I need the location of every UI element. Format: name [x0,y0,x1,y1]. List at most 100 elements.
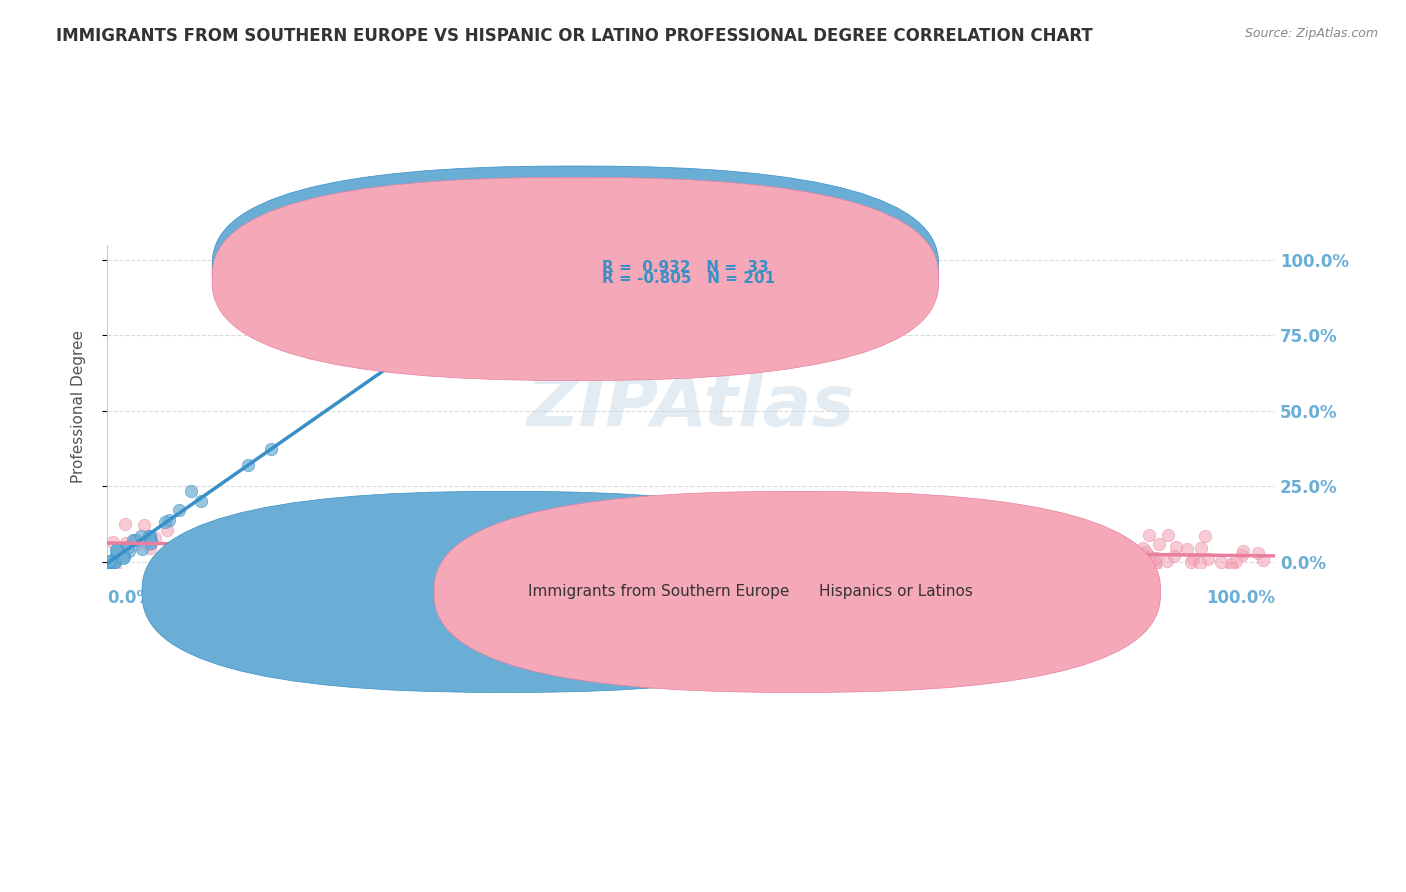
Point [1132,547,1154,561]
Point [546,540,568,554]
Point [112,548,135,562]
Point [138,529,160,543]
Text: R = -0.805   N = 201: R = -0.805 N = 201 [602,271,775,286]
Point [804,541,827,555]
Point [205,538,228,552]
Point [284,541,307,556]
Text: IMMIGRANTS FROM SOUTHERN EUROPE VS HISPANIC OR LATINO PROFESSIONAL DEGREE CORREL: IMMIGRANTS FROM SOUTHERN EUROPE VS HISPA… [56,27,1092,45]
Point [1197,552,1219,566]
Point [103,555,125,569]
Point [1035,558,1057,572]
Point [256,531,278,545]
Point [124,533,146,547]
Point [129,528,152,542]
Point [555,527,578,541]
Point [98,554,121,568]
Point [849,540,872,554]
Point [908,541,931,555]
Point [1040,550,1063,565]
Point [668,537,690,551]
Point [299,541,322,555]
Point [671,542,693,557]
Point [101,534,124,549]
Point [997,552,1019,566]
Point [112,550,135,565]
Point [139,536,162,550]
Point [1024,540,1046,554]
Point [260,442,283,457]
Point [1156,554,1178,568]
Point [683,537,706,551]
Point [1139,528,1161,542]
Point [596,549,619,564]
Point [302,530,325,544]
Point [841,561,863,575]
Point [235,542,257,557]
Point [463,558,485,573]
Point [314,531,336,545]
Point [374,545,396,559]
Point [114,517,136,532]
Point [814,533,837,548]
Point [695,532,717,546]
Point [97,555,120,569]
Point [1211,555,1233,569]
Text: Source: ZipAtlas.com: Source: ZipAtlas.com [1244,27,1378,40]
Point [1135,544,1157,558]
Point [1253,553,1275,567]
Point [948,524,970,539]
Point [595,535,617,549]
Point [1181,552,1204,566]
Point [845,535,868,549]
Point [138,531,160,545]
Point [1180,555,1202,569]
Point [1039,560,1062,574]
Point [786,538,808,552]
Point [494,529,516,543]
Point [131,541,153,556]
Point [105,548,128,562]
Point [439,540,461,554]
Point [1147,537,1170,551]
Point [575,549,598,563]
Point [225,544,247,558]
Point [117,541,139,555]
Point [1121,549,1143,563]
Point [381,547,404,561]
Point [706,549,728,564]
Point [104,561,127,575]
Point [721,541,744,555]
Point [986,550,1008,565]
Point [205,537,228,551]
Point [834,550,856,565]
Point [209,521,232,535]
Point [284,546,307,560]
Point [104,555,127,569]
Point [423,540,446,554]
Point [960,534,983,549]
Point [747,549,769,563]
FancyBboxPatch shape [212,178,939,381]
Point [429,540,451,554]
Point [1189,556,1212,570]
Point [915,559,938,574]
FancyBboxPatch shape [142,491,869,692]
Point [835,537,858,551]
Point [866,546,889,560]
Point [744,538,766,552]
Text: 0.0%: 0.0% [107,589,153,607]
Point [1088,549,1111,563]
Point [1121,550,1143,565]
Point [1230,549,1253,563]
Point [1052,555,1074,569]
Point [1142,552,1164,566]
Point [692,552,714,566]
Point [534,527,557,541]
Point [946,538,969,552]
Point [141,534,163,549]
Point [1132,541,1154,556]
Point [1042,541,1064,555]
Point [405,537,427,551]
Point [266,540,288,554]
Point [118,544,141,558]
